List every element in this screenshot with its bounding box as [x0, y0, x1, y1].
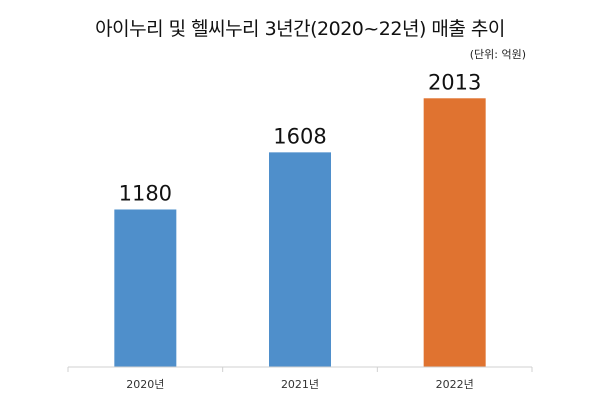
labels-group: 1180 2020년 1608 2021년 2013 2022년: [119, 70, 482, 391]
bar-2022년: [423, 98, 486, 368]
x-tick-label: 2020년: [126, 378, 164, 391]
bar-2021년: [269, 152, 331, 367]
data-label: 1180: [119, 181, 172, 205]
x-tick-label: 2022년: [436, 378, 474, 391]
x-axis-ticks: [67, 367, 533, 372]
bars-group: [114, 98, 486, 368]
bar-2020년: [114, 209, 177, 367]
data-label: 2013: [428, 70, 481, 94]
data-label: 1608: [273, 124, 326, 148]
x-tick-label: 2021년: [281, 378, 319, 391]
unit-note: (단위: 억원): [469, 48, 526, 61]
chart-title: 아이누리 및 헬씨누리 3년간(2020~22년) 매출 추이: [95, 18, 505, 40]
